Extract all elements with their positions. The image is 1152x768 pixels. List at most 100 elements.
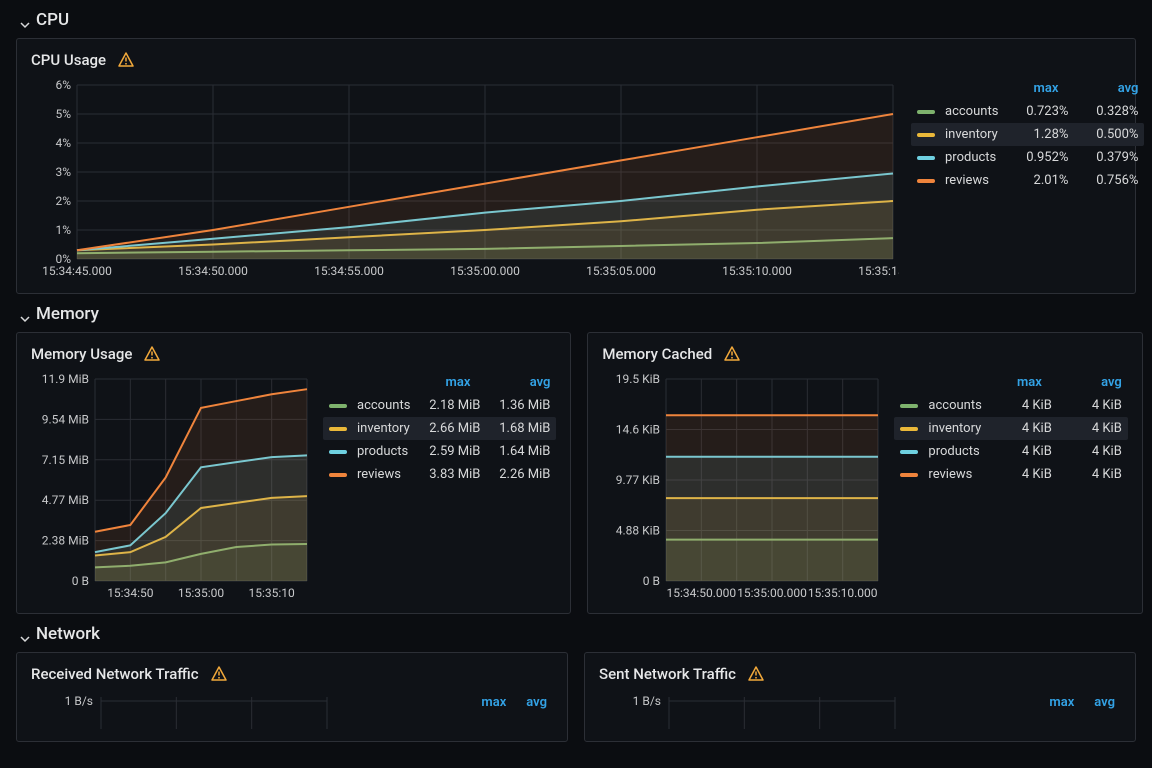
- warning-icon[interactable]: [211, 666, 227, 682]
- legend-avg-value: 0.328%: [1078, 104, 1138, 119]
- panel-title-text: CPU Usage: [31, 51, 106, 69]
- legend-col-max[interactable]: max: [1049, 695, 1074, 710]
- legend-swatch: [917, 179, 935, 183]
- sent-network-legend: max avg: [911, 691, 1121, 731]
- svg-text:9.77 KiB: 9.77 KiB: [616, 473, 660, 487]
- warning-icon[interactable]: [144, 346, 160, 362]
- svg-text:4.77 MiB: 4.77 MiB: [42, 493, 89, 507]
- legend-swatch: [329, 473, 347, 477]
- legend-max-value: 4 KiB: [992, 398, 1052, 413]
- legend-swatch: [900, 427, 918, 431]
- section-header-network[interactable]: Network: [16, 614, 1136, 652]
- sent-network-chart[interactable]: 1 B/s: [599, 691, 899, 731]
- memory-cached-legend: max avg accounts 4 KiB 4 KiB inventory 4 KiB…: [894, 371, 1127, 603]
- legend-series-name: accounts: [928, 398, 981, 413]
- legend-avg-value: 4 KiB: [1062, 467, 1122, 482]
- legend-row[interactable]: inventory4 KiB4 KiB: [894, 417, 1127, 440]
- legend-col-avg[interactable]: avg: [1078, 81, 1138, 96]
- svg-text:3%: 3%: [55, 165, 71, 179]
- legend-series-name: products: [928, 444, 981, 459]
- warning-icon[interactable]: [748, 666, 764, 682]
- legend-row[interactable]: products0.952%0.379%: [911, 146, 1144, 169]
- svg-text:15:35:00: 15:35:00: [178, 586, 225, 600]
- cpu-usage-chart[interactable]: 0%1%2%3%4%5%6%15:34:45.00015:34:50.00015…: [31, 77, 899, 283]
- svg-text:15:35:15.000: 15:35:15.000: [858, 264, 899, 278]
- panel-recv-network: Received Network Traffic 1 B/s max avg: [16, 652, 568, 742]
- recv-network-legend: max avg: [343, 691, 553, 731]
- section-header-cpu[interactable]: CPU: [16, 0, 1136, 38]
- legend-max-value: 2.66 MiB: [420, 421, 480, 436]
- legend-series-name: inventory: [928, 421, 981, 436]
- panel-memory-usage: Memory Usage 0 B2.38 MiB4.77 MiB7.15 MiB…: [16, 332, 571, 614]
- section-title: Memory: [36, 304, 99, 324]
- warning-icon[interactable]: [118, 52, 134, 68]
- chevron-down-icon: [20, 629, 30, 639]
- panel-cpu-usage: CPU Usage 0%1%2%3%4%5%6%15:34:45.00015:3…: [16, 38, 1136, 294]
- svg-text:2%: 2%: [55, 194, 71, 208]
- svg-text:7.15 MiB: 7.15 MiB: [42, 453, 89, 467]
- legend-row[interactable]: products2.59 MiB1.64 MiB: [323, 440, 556, 463]
- svg-text:15:35:10.000: 15:35:10.000: [722, 264, 792, 278]
- legend-row[interactable]: reviews3.83 MiB2.26 MiB: [323, 463, 556, 486]
- memory-cached-chart[interactable]: 0 B4.88 KiB9.77 KiB14.6 KiB19.5 KiB15:34…: [602, 371, 882, 603]
- legend-series-name: accounts: [357, 398, 410, 413]
- legend-col-max[interactable]: max: [410, 375, 470, 390]
- legend-row[interactable]: accounts0.723%0.328%: [911, 100, 1144, 123]
- legend-swatch: [329, 427, 347, 431]
- legend-row[interactable]: inventory2.66 MiB1.68 MiB: [323, 417, 556, 440]
- legend-row[interactable]: inventory1.28%0.500%: [911, 123, 1144, 146]
- section-title: Network: [36, 624, 100, 644]
- warning-icon[interactable]: [724, 346, 740, 362]
- legend-row[interactable]: accounts 4 KiB 4 KiB: [894, 394, 1127, 417]
- legend-col-avg[interactable]: avg: [526, 695, 547, 710]
- svg-text:6%: 6%: [55, 78, 71, 92]
- legend-row[interactable]: reviews 2.01% 0.756%: [911, 169, 1144, 192]
- recv-network-chart[interactable]: 1 B/s: [31, 691, 331, 731]
- legend-swatch: [900, 450, 918, 454]
- legend-series-name: products: [357, 444, 410, 459]
- legend-avg-value: 4 KiB: [1062, 444, 1122, 459]
- legend-swatch: [917, 110, 935, 114]
- chevron-down-icon: [20, 309, 30, 319]
- panel-memory-cached: Memory Cached 0 B4.88 KiB9.77 KiB14.6 Ki…: [587, 332, 1142, 614]
- svg-text:4%: 4%: [55, 136, 71, 150]
- legend-max-value: 2.18 MiB: [420, 398, 480, 413]
- legend-max-value: 4 KiB: [992, 467, 1052, 482]
- svg-text:4.88 KiB: 4.88 KiB: [616, 524, 660, 538]
- legend-col-avg[interactable]: avg: [1094, 695, 1115, 710]
- legend-max-value: 4 KiB: [992, 421, 1052, 436]
- chevron-down-icon: [20, 15, 30, 25]
- svg-text:15:35:05.000: 15:35:05.000: [586, 264, 656, 278]
- svg-text:1%: 1%: [55, 223, 71, 237]
- legend-swatch: [917, 156, 935, 160]
- legend-series-name: reviews: [357, 467, 410, 482]
- legend-col-max[interactable]: max: [998, 81, 1058, 96]
- legend-col-avg[interactable]: avg: [490, 375, 550, 390]
- legend-avg-value: 0.756%: [1078, 173, 1138, 188]
- legend-row[interactable]: products4 KiB4 KiB: [894, 440, 1127, 463]
- legend-max-value: 0.723%: [1008, 104, 1068, 119]
- svg-text:11.9 MiB: 11.9 MiB: [42, 372, 89, 386]
- svg-text:15:34:50.000: 15:34:50.000: [667, 586, 737, 600]
- legend-max-value: 1.28%: [1008, 127, 1068, 142]
- section-header-memory[interactable]: Memory: [16, 294, 1136, 332]
- svg-text:5%: 5%: [55, 107, 71, 121]
- svg-text:2.38 MiB: 2.38 MiB: [42, 534, 89, 548]
- legend-col-max[interactable]: max: [982, 375, 1042, 390]
- legend-series-name: reviews: [945, 173, 998, 188]
- legend-row[interactable]: accounts2.18 MiB1.36 MiB: [323, 394, 556, 417]
- legend-swatch: [917, 133, 935, 137]
- svg-text:0 B: 0 B: [643, 574, 660, 588]
- legend-avg-value: 0.379%: [1078, 150, 1138, 165]
- memory-usage-chart[interactable]: 0 B2.38 MiB4.77 MiB7.15 MiB9.54 MiB11.9 …: [31, 371, 311, 603]
- legend-col-avg[interactable]: avg: [1062, 375, 1122, 390]
- legend-swatch: [329, 450, 347, 454]
- legend-col-max[interactable]: max: [481, 695, 506, 710]
- legend-series-name: inventory: [945, 127, 998, 142]
- legend-row[interactable]: reviews 4 KiB 4 KiB: [894, 463, 1127, 486]
- legend-series-name: reviews: [928, 467, 981, 482]
- legend-max-value: 2.01%: [1008, 173, 1068, 188]
- legend-max-value: 3.83 MiB: [420, 467, 480, 482]
- legend-avg-value: 4 KiB: [1062, 398, 1122, 413]
- panel-title-text: Memory Usage: [31, 345, 132, 363]
